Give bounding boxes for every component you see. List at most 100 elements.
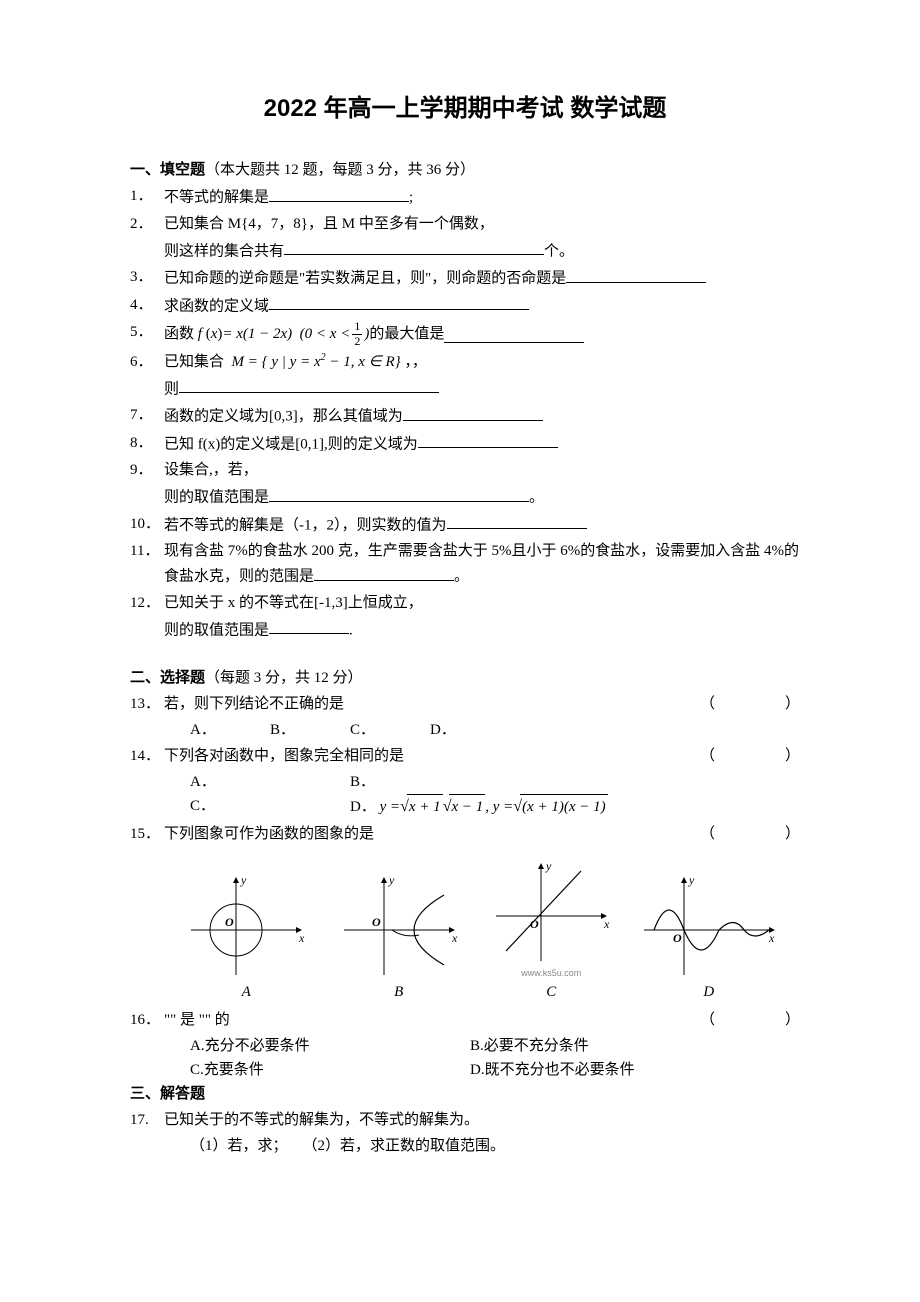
q10-blank <box>447 512 587 530</box>
q2-line2: 则这样的集合共有个。 <box>130 238 800 264</box>
q7-blank <box>403 403 543 421</box>
q13: 13． 若，则下列结论不正确的是 （） <box>130 692 800 716</box>
q7: 7． 函数的定义域为[0,3]，那么其值域为 <box>130 403 800 429</box>
sec1-head: 一、填空题 <box>130 162 205 178</box>
q5: 5． 函数 f (x) = x(1 − 2x) (0 < x < 12 ) 的最… <box>130 320 800 347</box>
q2-text3: 个。 <box>544 243 574 259</box>
q13-opts: A． B． C． D． <box>130 718 800 742</box>
q6-rhs: − 1, x ∈ R} <box>326 354 401 370</box>
q14-c: C． <box>190 794 350 820</box>
q14-text: 下列各对函数中，图象完全相同的是 <box>164 744 404 768</box>
fig-c-label: C <box>486 980 616 1004</box>
fig-b-label: B <box>334 980 464 1004</box>
q9-blank <box>269 484 529 502</box>
q14d-r1: x + 1 <box>407 794 443 819</box>
fig-c: O y x www.ks5u.com C <box>486 856 616 1004</box>
q8-text: 已知 f(x)的定义域是[0,1],则的定义域为 <box>164 436 418 452</box>
q9-num: 9． <box>130 458 164 482</box>
q1-text: 不等式的解集是 <box>164 190 269 206</box>
q9: 9． 设集合,，若， <box>130 458 800 482</box>
q3-text: 已知命题的逆命题是"若实数满足且，则"，则命题的否命题是 <box>164 271 566 287</box>
q14d-sqrt1: x + 1 <box>400 794 443 820</box>
q5-num: 5． <box>130 320 164 344</box>
q14-a: A． <box>190 770 350 794</box>
svg-text:x: x <box>451 931 458 945</box>
q12-line2: 则的取值范围是. <box>130 617 800 643</box>
fig-a-label: A <box>181 980 311 1004</box>
fig-d: O y x D <box>639 870 779 1004</box>
fig-c-svg: O y x <box>486 856 616 966</box>
q12-line1: 已知关于 x 的不等式在[-1,3]上恒成立， <box>164 591 800 615</box>
q13-a: A． <box>190 718 270 742</box>
q9-line1: 设集合,，若， <box>164 458 800 482</box>
q16-d: D.既不充分也不必要条件 <box>470 1058 750 1082</box>
q14-d: D． y = x + 1 x − 1 , y = (x + 1)(x − 1) <box>350 794 608 820</box>
fig-b: O y x B <box>334 870 464 1004</box>
q5-frac: 12 <box>352 320 362 347</box>
q7-num: 7． <box>130 403 164 427</box>
fig-d-svg: O y x <box>639 870 779 980</box>
q1-blank <box>269 184 409 202</box>
q17-s2: （2）若，求正数的取值范围。 <box>303 1138 506 1154</box>
q5-frac-den: 2 <box>352 335 362 348</box>
q16-b: B.必要不充分条件 <box>470 1034 750 1058</box>
q6-line2: 则 <box>130 376 800 402</box>
svg-text:x: x <box>603 917 610 931</box>
svg-text:y: y <box>688 873 695 887</box>
sec2-note: （每题 3 分，共 12 分） <box>205 670 363 686</box>
q12: 12． 已知关于 x 的不等式在[-1,3]上恒成立， <box>130 591 800 615</box>
q10-text: 若不等式的解集是（-1，2），则实数的值为 <box>164 517 447 533</box>
q12-num: 12． <box>130 591 164 615</box>
q13-c: C． <box>350 718 430 742</box>
q6: 6． 已知集合 M = { y | y = x2 − 1, x ∈ R} ，， <box>130 350 800 374</box>
q16: 16． "" 是 "" 的 （） <box>130 1008 800 1032</box>
section-2: 二、选择题（每题 3 分，共 12 分） <box>130 666 800 690</box>
sec1-note: （本大题共 12 题，每题 3 分，共 36 分） <box>205 162 475 178</box>
q14-num: 14． <box>130 744 164 768</box>
q14d-mid: , y = <box>485 795 513 819</box>
q14d-sqrt2: x − 1 <box>443 794 486 820</box>
q17-num: 17. <box>130 1108 164 1132</box>
q11: 11． 现有含盐 7%的食盐水 200 克，生产需要含盐大于 5%且小于 6%的… <box>130 539 800 589</box>
q11-blank <box>314 563 454 581</box>
q15: 15． 下列图象可作为函数的图象的是 （） <box>130 822 800 846</box>
svg-text:O: O <box>372 915 381 929</box>
q14: 14． 下列各对函数中，图象完全相同的是 （） <box>130 744 800 768</box>
q12-blank <box>269 617 349 635</box>
q13-d: D． <box>430 718 510 742</box>
q8-num: 8． <box>130 431 164 455</box>
q1: 1． 不等式的解集是; <box>130 184 800 210</box>
q12-dot: . <box>349 622 353 638</box>
q5-f: f <box>198 326 202 342</box>
sec3-head: 三、解答题 <box>130 1082 800 1106</box>
q14d-sqrt3: (x + 1)(x − 1) <box>513 794 607 820</box>
q10: 10． 若不等式的解集是（-1，2），则实数的值为 <box>130 512 800 538</box>
svg-text:x: x <box>298 931 305 945</box>
q6-lhs: M = { y | y = x <box>232 354 321 370</box>
q3-num: 3． <box>130 265 164 289</box>
q17: 17. 已知关于的不等式的解集为，不等式的解集为。 <box>130 1108 800 1132</box>
q14-b: B． <box>350 770 510 794</box>
q15-figures: O y x A O y x B O y x www.ks5u.com C <box>170 856 790 1004</box>
q7-text: 函数的定义域为[0,3]，那么其值域为 <box>164 409 403 425</box>
svg-text:y: y <box>240 873 247 887</box>
q13-b: B． <box>270 718 350 742</box>
svg-text:O: O <box>530 917 539 931</box>
section-1: 一、填空题（本大题共 12 题，每题 3 分，共 36 分） <box>130 158 800 182</box>
q4-num: 4． <box>130 293 164 317</box>
q11-num: 11． <box>130 539 164 563</box>
q10-num: 10． <box>130 512 164 536</box>
svg-text:O: O <box>225 915 234 929</box>
q5-text2: 的最大值是 <box>369 322 444 346</box>
fig-b-svg: O y x <box>334 870 464 980</box>
q4: 4． 求函数的定义域 <box>130 293 800 319</box>
q17-text: 已知关于的不等式的解集为，不等式的解集为。 <box>164 1108 800 1132</box>
q14d-r2: x − 1 <box>449 794 485 819</box>
q5-text1: 函数 <box>164 322 194 346</box>
q13-num: 13． <box>130 692 164 716</box>
q6-text1: 已知集合 <box>164 354 224 370</box>
q6-num: 6． <box>130 350 164 374</box>
svg-text:O: O <box>673 931 682 945</box>
q6-blank <box>179 376 439 394</box>
q5-range-open: (0 < x < <box>300 322 351 346</box>
